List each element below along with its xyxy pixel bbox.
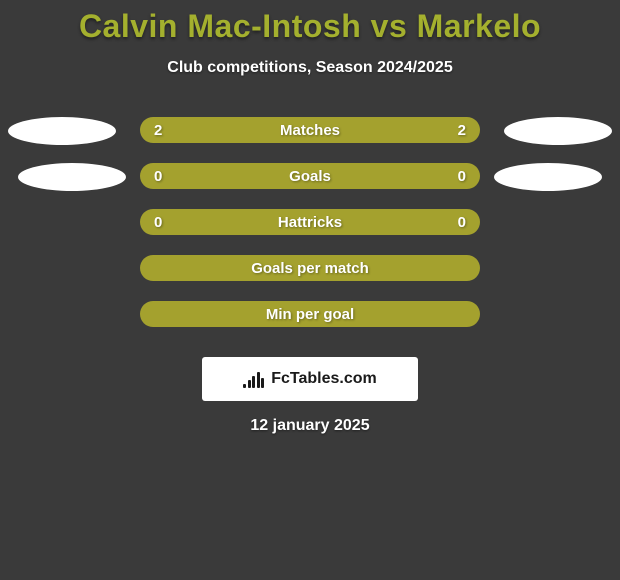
stat-pill: Min per goal bbox=[140, 301, 480, 327]
chart-icon-bar bbox=[252, 376, 255, 388]
stat-pill: 0Hattricks0 bbox=[140, 209, 480, 235]
stat-label: Goals per match bbox=[140, 260, 480, 277]
stat-row: Min per goal bbox=[0, 301, 620, 347]
stat-pill: 2Matches2 bbox=[140, 117, 480, 143]
right-value-ellipse bbox=[494, 163, 602, 191]
stat-row: Goals per match bbox=[0, 255, 620, 301]
left-value-ellipse bbox=[8, 117, 116, 145]
source-badge: FcTables.com bbox=[202, 357, 418, 401]
chart-icon bbox=[243, 370, 265, 388]
chart-icon-bar bbox=[261, 378, 264, 388]
chart-icon-bar bbox=[257, 372, 260, 388]
stat-label: Goals bbox=[140, 168, 480, 185]
stat-row: 0Goals0 bbox=[0, 163, 620, 209]
subtitle: Club competitions, Season 2024/2025 bbox=[0, 59, 620, 77]
stat-label: Matches bbox=[140, 122, 480, 139]
stat-pill: Goals per match bbox=[140, 255, 480, 281]
right-value-ellipse bbox=[504, 117, 612, 145]
chart-icon-bar bbox=[243, 384, 246, 388]
stat-label: Hattricks bbox=[140, 214, 480, 231]
chart-icon-bar bbox=[248, 380, 251, 388]
stat-label: Min per goal bbox=[140, 306, 480, 323]
page-title: Calvin Mac-Intosh vs Markelo bbox=[0, 0, 620, 45]
date-label: 12 january 2025 bbox=[0, 417, 620, 435]
comparison-infographic: Calvin Mac-Intosh vs Markelo Club compet… bbox=[0, 0, 620, 580]
left-value-ellipse bbox=[18, 163, 126, 191]
stat-pill: 0Goals0 bbox=[140, 163, 480, 189]
stats-container: 2Matches2 0Goals0 0Hattricks0 Goals per mat… bbox=[0, 117, 620, 347]
stat-row: 2Matches2 bbox=[0, 117, 620, 163]
source-badge-text: FcTables.com bbox=[271, 370, 377, 388]
stat-row: 0Hattricks0 bbox=[0, 209, 620, 255]
